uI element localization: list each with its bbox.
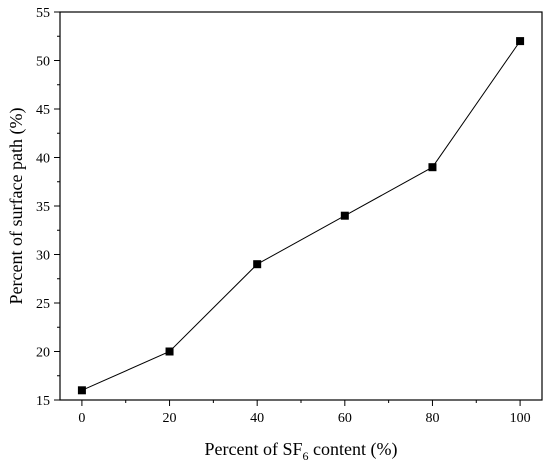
y-tick-label: 20 [36,346,50,361]
x-tick-label: 80 [425,411,439,426]
x-tick-label: 20 [163,411,177,426]
x-tick-label: 100 [510,411,531,426]
y-tick-label: 15 [36,394,50,409]
data-point-marker [77,386,86,395]
y-tick-label: 45 [36,103,50,118]
data-point-marker [165,347,174,356]
series-line [81,40,521,391]
data-point-marker [516,37,525,46]
x-tick-label: 60 [338,411,352,426]
x-axis-title-main: Percent of SF [205,439,303,459]
y-tick-label: 30 [36,249,50,264]
data-point-marker [253,260,262,269]
x-axis-title-tail: content (%) [309,439,398,460]
x-axis-title-subscript: 6 [303,449,309,463]
data-point-marker [428,163,437,172]
x-tick-label: 0 [78,411,85,426]
y-tick-label: 55 [36,6,50,21]
plot-frame [59,11,543,401]
x-tick-label: 40 [250,411,264,426]
data-markers [77,37,525,395]
y-axis-ticks: 15 20 25 30 35 40 45 50 55 [36,6,60,409]
y-tick-label: 40 [36,152,50,167]
y-tick-label: 50 [36,55,50,70]
x-axis-title: Percent of SF6 content (%) [205,439,398,463]
y-tick-label: 35 [36,200,50,215]
y-tick-label: 25 [36,297,50,312]
data-point-marker [340,211,349,220]
y-axis-title: Percent of surface path (%) [6,108,27,305]
x-axis-ticks: 0 20 40 60 80 100 [78,400,531,426]
